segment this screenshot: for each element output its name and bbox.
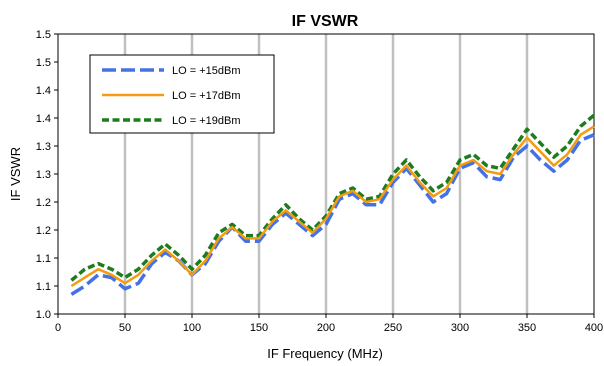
x-tick-label: 350 <box>518 322 536 334</box>
y-tick-label: 1.2 <box>36 225 51 237</box>
chart-title: IF VSWR <box>292 13 359 30</box>
legend-label: LO = +17dBm <box>172 90 241 102</box>
x-tick-label: 0 <box>55 322 61 334</box>
legend: LO = +15dBm LO = +17dBm LO = +19dBm <box>89 54 275 134</box>
legend-label: LO = +19dBm <box>172 115 241 127</box>
y-tick-label: 1.5 <box>36 29 51 41</box>
y-axis-label: IF VSWR <box>8 147 23 201</box>
y-tick-label: 1.4 <box>36 85 51 97</box>
series-line <box>70 113 596 282</box>
x-tick-label: 300 <box>451 322 469 334</box>
x-tick-label: 400 <box>585 322 603 334</box>
y-tick-label: 1.3 <box>36 141 51 153</box>
x-tick-label: 100 <box>183 322 201 334</box>
y-tick-label: 1.1 <box>36 253 51 265</box>
series-line <box>70 125 595 288</box>
tick-layer: 0 50 100 150 200 250 300 350 400 1.0 1.1 1.1 1.2 1.2 1… <box>36 29 603 334</box>
y-tick-label: 1.3 <box>36 169 51 181</box>
x-tick-label: 150 <box>250 322 268 334</box>
x-tick-label: 250 <box>384 322 402 334</box>
y-tick-label: 1.5 <box>36 57 51 69</box>
x-tick-label: 50 <box>119 322 131 334</box>
y-tick-label: 1.0 <box>36 309 51 321</box>
y-tick-label: 1.4 <box>36 113 51 125</box>
y-tick-label: 1.2 <box>36 197 51 209</box>
x-tick-label: 200 <box>317 322 335 334</box>
y-tick-label: 1.1 <box>36 281 51 293</box>
legend-label: LO = +15dBm <box>172 65 241 77</box>
series-layer <box>70 113 596 296</box>
series-line <box>70 133 595 296</box>
x-axis-label: IF Frequency (MHz) <box>267 346 383 361</box>
